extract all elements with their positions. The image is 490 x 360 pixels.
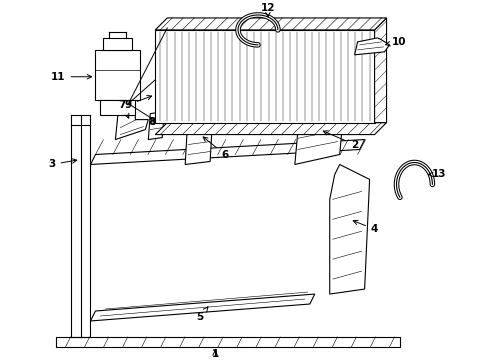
Polygon shape	[96, 50, 140, 100]
Text: 3: 3	[49, 159, 77, 170]
Text: 10: 10	[386, 37, 407, 47]
Polygon shape	[100, 100, 135, 114]
Polygon shape	[91, 294, 315, 321]
Text: 7: 7	[119, 100, 129, 118]
Polygon shape	[91, 140, 365, 165]
Polygon shape	[330, 165, 369, 294]
Text: 11: 11	[51, 72, 92, 82]
Text: 5: 5	[196, 307, 208, 322]
Polygon shape	[148, 112, 164, 140]
Polygon shape	[295, 100, 344, 165]
Polygon shape	[155, 18, 387, 30]
Text: 6: 6	[203, 137, 229, 159]
Polygon shape	[155, 123, 387, 135]
Text: 4: 4	[353, 220, 378, 234]
Polygon shape	[55, 337, 399, 347]
Text: 1: 1	[212, 349, 219, 359]
Polygon shape	[103, 38, 132, 50]
Polygon shape	[374, 18, 387, 123]
Polygon shape	[355, 38, 390, 55]
Text: 9: 9	[125, 95, 152, 110]
Polygon shape	[116, 110, 148, 140]
Polygon shape	[185, 110, 213, 165]
Polygon shape	[155, 30, 374, 123]
Text: 2: 2	[323, 131, 358, 149]
Text: 13: 13	[428, 170, 446, 179]
Text: 12: 12	[261, 3, 275, 17]
Text: 8: 8	[148, 117, 156, 127]
